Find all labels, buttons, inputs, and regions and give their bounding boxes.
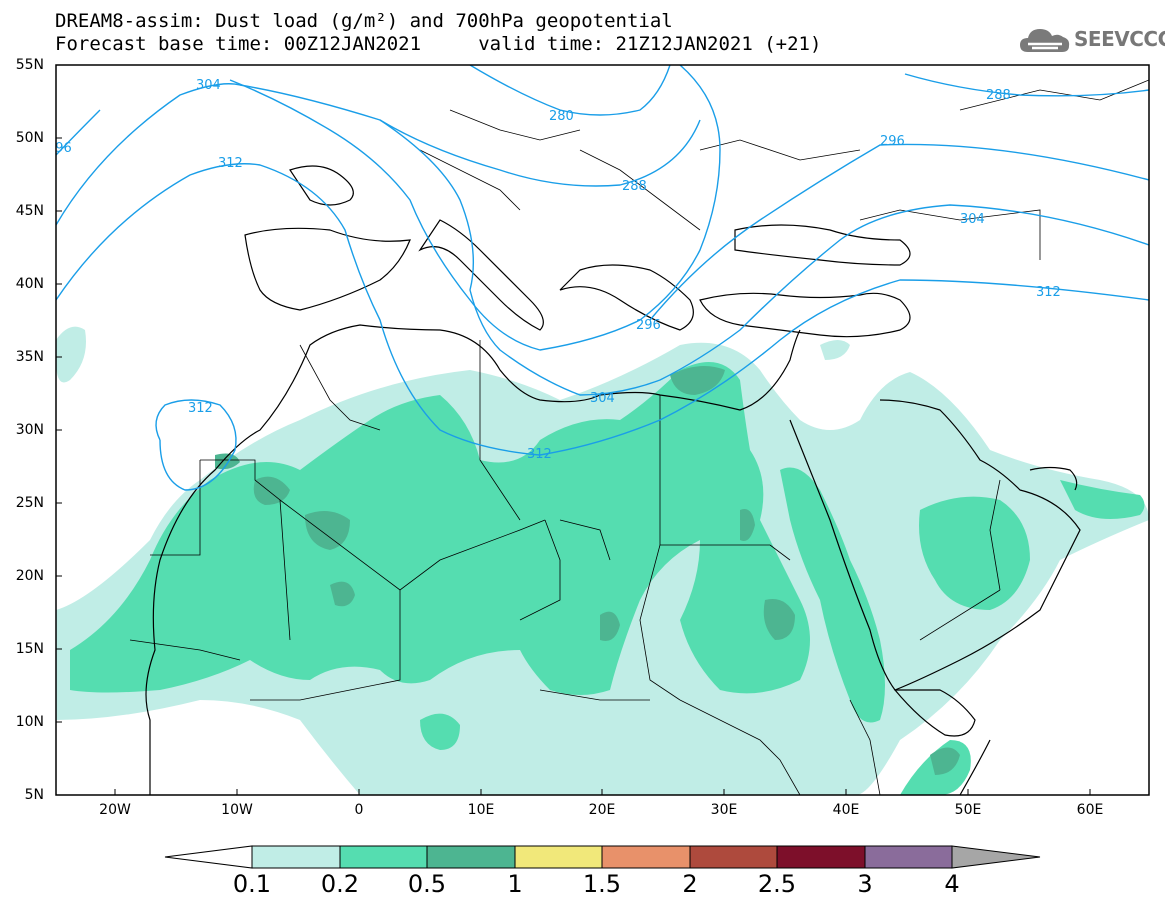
logo-text: SEEVCCC: [1074, 27, 1165, 51]
coastlines: [145, 165, 1081, 795]
colorbar-label: 2: [682, 870, 698, 898]
lat-label: 50N: [15, 130, 44, 146]
colorbar-label: 2.5: [757, 870, 797, 898]
colorbar-label: 4: [944, 870, 960, 898]
lat-label: 55N: [15, 57, 44, 73]
contour-label: 304: [590, 391, 615, 406]
lon-label: 20W: [99, 802, 131, 818]
lon-label: 40E: [832, 802, 860, 818]
contour-label: 296: [880, 134, 905, 149]
contour-label: 312: [527, 447, 552, 462]
lat-label: 5N: [24, 787, 44, 803]
lat-label: 35N: [15, 349, 44, 365]
lat-label: 40N: [15, 276, 44, 292]
colorbar-label: 0.2: [320, 870, 360, 898]
lon-label: 30E: [710, 802, 738, 818]
lon-label: 0: [354, 802, 364, 818]
contour-label: 288: [986, 88, 1011, 103]
lon-label: 10W: [221, 802, 253, 818]
contour-labels: 304 296 312 280 288 296 288 304 312 296 …: [47, 78, 1061, 462]
contour-label: 296: [636, 318, 661, 333]
country-borders: [129, 79, 1149, 795]
dust-layer-dense: [215, 366, 960, 775]
dust-layer-medium: [70, 362, 1145, 795]
lon-label: 10E: [467, 802, 495, 818]
colorbar-label: 1: [507, 870, 523, 898]
colorbar-label: 0.5: [407, 870, 447, 898]
lon-label: 20E: [588, 802, 616, 818]
cloud-icon: [1020, 29, 1070, 52]
lat-label: 45N: [15, 203, 44, 219]
contour-label: 312: [1036, 285, 1061, 300]
lat-label: 20N: [15, 568, 44, 584]
lat-label: 15N: [15, 641, 44, 657]
axis-ticks: [56, 64, 1091, 795]
contour-label: 280: [549, 109, 574, 124]
lon-label: 60E: [1076, 802, 1104, 818]
geopotential-contours: [56, 65, 1149, 491]
seevccc-logo: SEEVCCC: [1018, 24, 1165, 58]
lat-label: 10N: [15, 714, 44, 730]
lat-label: 30N: [15, 422, 44, 438]
contour-label: 296: [47, 141, 72, 156]
colorbar-label: 0.1: [232, 870, 272, 898]
lat-label: 25N: [15, 495, 44, 511]
contour-label: 312: [218, 156, 243, 171]
contour-label: 304: [960, 212, 985, 227]
lon-label: 50E: [954, 802, 982, 818]
contour-label: 312: [188, 401, 213, 416]
colorbar-label: 1.5: [582, 870, 622, 898]
contour-label: 288: [622, 179, 647, 194]
forecast-time-subtitle: Forecast base time: 00Z12JAN2021 valid t…: [55, 33, 822, 55]
contour-label: 304: [196, 78, 221, 93]
map-title: DREAM8-assim: Dust load (g/m²) and 700hP…: [55, 10, 673, 32]
colorbar-label: 3: [857, 870, 873, 898]
